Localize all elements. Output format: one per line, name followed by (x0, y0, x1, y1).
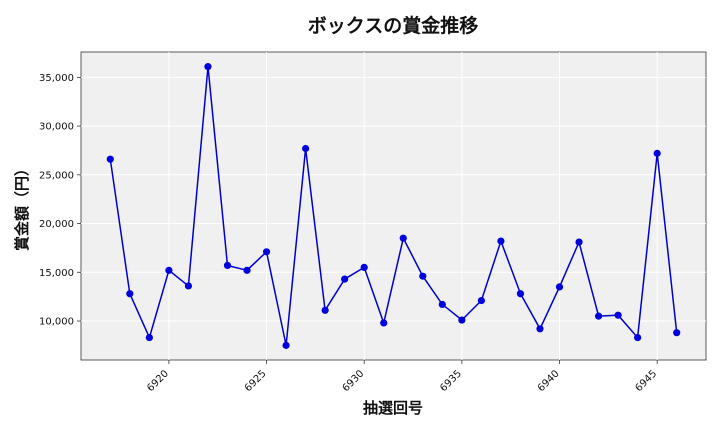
y-axis-ticks: 10,000 15,000 20,000 25,000 30,000 35,000 (39, 73, 81, 328)
x-tick-label: 6940 (536, 368, 562, 394)
data-point (477, 296, 485, 305)
data-point (673, 329, 681, 337)
x-axis-ticks: 6920 6925 6930 6935 6940 6945 (145, 360, 659, 394)
data-point (438, 300, 446, 309)
series-line (109, 66, 678, 346)
y-tick-label: 20,000 (39, 219, 74, 230)
data-point (321, 306, 329, 314)
grid-lines (81, 52, 706, 360)
data-point (594, 312, 603, 320)
data-point (360, 263, 368, 272)
x-tick-label: 6935 (438, 368, 464, 394)
x-tick-label: 6945 (634, 368, 660, 394)
data-point (184, 282, 193, 290)
data-point (380, 319, 388, 327)
data-point (145, 333, 153, 342)
data-point (341, 275, 349, 283)
data-point (204, 63, 212, 71)
y-tick-label: 25,000 (39, 170, 74, 181)
y-axis-label: 賞金額（円） (13, 161, 31, 251)
data-point (458, 316, 466, 324)
data-point (223, 261, 232, 270)
data-point (614, 311, 622, 319)
data-point (555, 283, 564, 291)
x-axis-label: 抽選回号 (363, 399, 423, 417)
data-point (165, 266, 173, 274)
data-point (516, 290, 525, 298)
plot-area (80, 51, 707, 361)
data-point (126, 290, 134, 298)
data-point (634, 333, 642, 342)
y-tick-label: 30,000 (39, 122, 74, 133)
data-point (262, 248, 271, 256)
data-point (106, 155, 114, 163)
data-point (302, 144, 310, 153)
data-point (399, 234, 407, 242)
x-tick-label: 6930 (341, 368, 367, 394)
chart-title: ボックスの賞金推移 (308, 14, 478, 37)
data-point (243, 266, 251, 274)
data-point (497, 237, 505, 245)
series-points (106, 63, 681, 349)
x-tick-label: 6925 (243, 368, 269, 394)
y-tick-label: 10,000 (39, 317, 74, 328)
data-point (653, 149, 661, 157)
y-tick-label: 35,000 (39, 73, 74, 84)
x-tick-label: 6920 (145, 368, 171, 394)
y-tick-label: 15,000 (39, 268, 74, 279)
data-point (419, 272, 427, 280)
data-point (575, 238, 583, 246)
data-point (536, 325, 544, 333)
data-point (282, 341, 290, 349)
